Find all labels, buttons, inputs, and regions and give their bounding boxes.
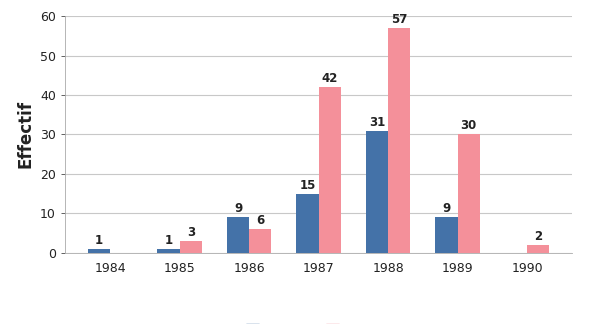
Text: 9: 9 — [234, 202, 242, 215]
Text: 2: 2 — [534, 230, 542, 243]
Y-axis label: Effectif: Effectif — [17, 100, 34, 168]
Bar — [180, 241, 202, 253]
Text: 6: 6 — [256, 214, 264, 227]
Legend: homme, femme: homme, femme — [241, 318, 396, 324]
Text: 9: 9 — [442, 202, 451, 215]
Text: 1: 1 — [165, 234, 173, 247]
Text: 3: 3 — [186, 226, 195, 239]
Text: 15: 15 — [299, 179, 316, 191]
Text: 1: 1 — [95, 234, 103, 247]
Bar — [388, 28, 410, 253]
Bar — [527, 245, 549, 253]
Bar — [88, 249, 110, 253]
Text: 31: 31 — [369, 116, 385, 129]
Bar — [457, 134, 480, 253]
Text: 57: 57 — [391, 13, 407, 26]
Bar — [366, 131, 388, 253]
Bar — [319, 87, 341, 253]
Bar — [435, 217, 457, 253]
Bar — [227, 217, 249, 253]
Text: 30: 30 — [461, 120, 477, 133]
Text: 42: 42 — [322, 72, 338, 85]
Bar — [296, 194, 319, 253]
Bar — [249, 229, 271, 253]
Bar — [158, 249, 180, 253]
